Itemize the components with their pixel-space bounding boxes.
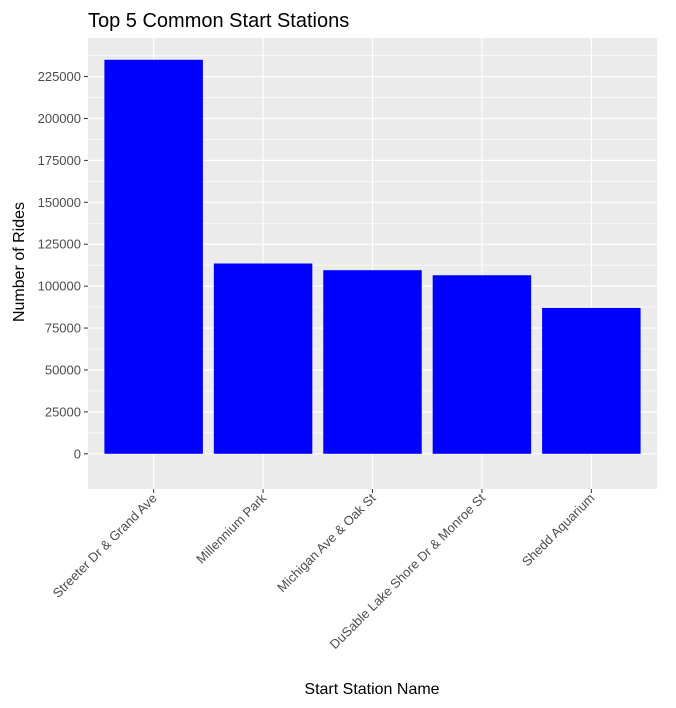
bar bbox=[542, 307, 641, 454]
y-tick-label: 100000 bbox=[38, 279, 81, 294]
y-tick-label: 150000 bbox=[38, 195, 81, 210]
x-tick-label: Michigan Ave & Oak St bbox=[274, 490, 379, 595]
y-tick-label: 75000 bbox=[45, 321, 81, 336]
x-tick-label: Streeter Dr & Grand Ave bbox=[50, 491, 160, 601]
chart-title: Top 5 Common Start Stations bbox=[88, 10, 349, 32]
x-tick-label: Millennium Park bbox=[193, 490, 269, 566]
y-axis: 0 25000 50000 75000 100000 125000 150000 175000… bbox=[38, 69, 88, 461]
y-tick-label: 125000 bbox=[38, 237, 81, 252]
x-tick-label: Shedd Aquarium bbox=[519, 491, 598, 570]
x-axis: Streeter Dr & Grand Ave Millennium Park Mi… bbox=[50, 489, 598, 652]
bar bbox=[213, 263, 313, 454]
bar bbox=[104, 59, 203, 454]
y-tick-label: 0 bbox=[74, 446, 81, 461]
y-tick-label: 225000 bbox=[38, 69, 81, 84]
bar bbox=[432, 275, 532, 454]
y-axis-title: Number of Rides bbox=[11, 202, 28, 322]
y-tick-label: 200000 bbox=[38, 111, 81, 126]
y-tick-label: 25000 bbox=[45, 404, 81, 419]
y-tick-label: 50000 bbox=[45, 362, 81, 377]
bars bbox=[104, 59, 641, 454]
bar bbox=[323, 270, 422, 454]
y-tick-label: 175000 bbox=[38, 153, 81, 168]
x-axis-title: Start Station Name bbox=[304, 681, 439, 698]
